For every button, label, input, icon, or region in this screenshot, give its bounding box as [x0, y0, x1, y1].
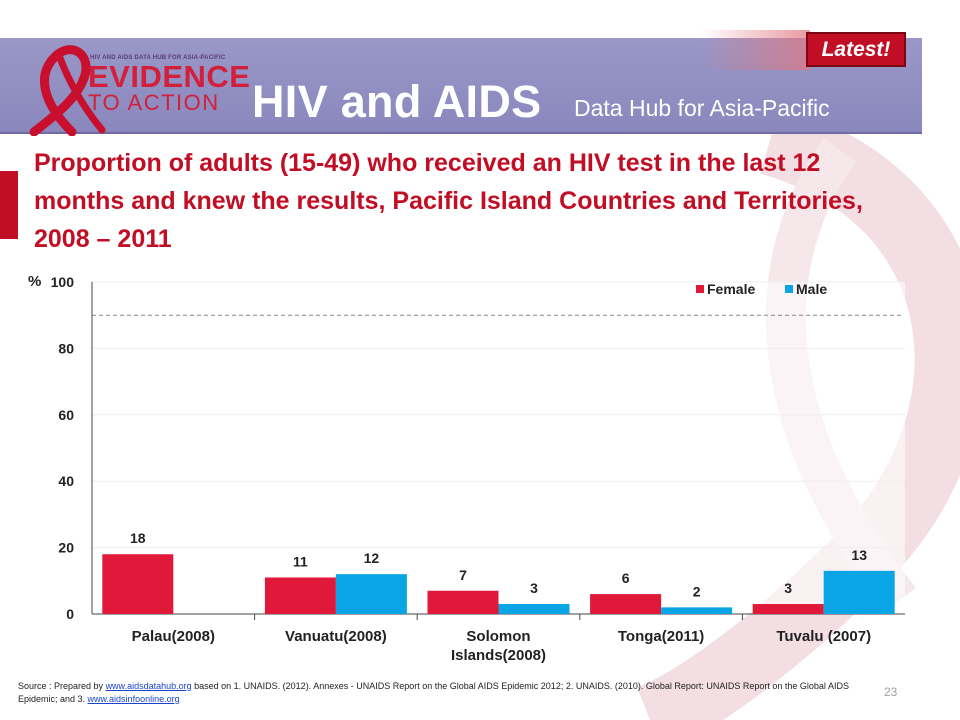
- data-label: 3: [530, 580, 538, 596]
- bar-male: [498, 604, 570, 614]
- header-title: HIV and AIDS: [252, 76, 542, 127]
- logo-evidence: EVIDENCE: [88, 59, 251, 94]
- y-tick-label: 100: [51, 274, 75, 290]
- bar-chart: 0 20 40 60 80 100% 18 Palau(2008) 11 12 Vanuatu(20…: [28, 273, 905, 664]
- data-label: 13: [851, 547, 867, 563]
- red-ribbon-icon: [29, 45, 106, 136]
- latest-badge[interactable]: Latest!: [806, 32, 906, 67]
- source-prefix: Source : Prepared by: [18, 681, 106, 691]
- source-note: Source : Prepared by www.aidsdatahub.org…: [18, 680, 878, 706]
- data-label: 2: [693, 583, 701, 599]
- bar-male: [661, 607, 733, 614]
- x-tick-label: Vanuatu(2008): [285, 628, 387, 645]
- slide-title: Proportion of adults (15-49) who receive…: [34, 149, 863, 253]
- latest-badge-glow: [700, 30, 810, 70]
- bar-female: [590, 594, 662, 614]
- x-tick-label: Tonga(2011): [618, 628, 704, 645]
- x-tick-label: Islands(2008): [451, 647, 546, 664]
- legend-label-male: Male: [796, 281, 827, 297]
- x-tick-label: Solomon: [466, 628, 530, 645]
- data-label: 11: [293, 553, 308, 569]
- y-tick-label: 60: [58, 407, 74, 423]
- bar-female: [102, 554, 174, 614]
- y-tick-label: 20: [58, 540, 74, 556]
- y-tick-label: 40: [58, 473, 74, 489]
- logo-to-action: TO ACTION: [88, 90, 220, 115]
- bar-male: [823, 570, 895, 614]
- y-tick-label: 0: [66, 606, 74, 622]
- bar-female: [264, 577, 336, 614]
- source-link-aidsinfo[interactable]: www.aidsinfoonline.org: [87, 694, 180, 704]
- data-label: 18: [130, 530, 146, 546]
- y-tick-label: 80: [58, 340, 74, 356]
- legend-label-female: Female: [707, 281, 755, 297]
- x-tick-label: Palau(2008): [132, 628, 215, 645]
- x-tick-label: Tuvalu (2007): [776, 628, 871, 645]
- legend-swatch-male: [785, 285, 793, 293]
- legend-swatch-female: [696, 285, 704, 293]
- y-axis-label: %: [28, 273, 41, 290]
- source-body: based on 1. UNAIDS. (2012). Annexes - UN…: [18, 681, 849, 704]
- bar-male: [335, 574, 407, 614]
- plot-area: [92, 282, 905, 614]
- data-label: 12: [364, 550, 380, 566]
- logo-tagline: HIV AND AIDS DATA HUB FOR ASIA-PACIFIC: [90, 55, 226, 61]
- data-label: 6: [622, 570, 630, 586]
- title-accent-bar: [0, 171, 18, 239]
- page-number: 23: [884, 685, 898, 699]
- data-label: 3: [784, 580, 792, 596]
- source-link-aidsdatahub[interactable]: www.aidsdatahub.org: [105, 681, 192, 691]
- data-label: 7: [459, 567, 467, 583]
- bar-female: [752, 604, 824, 614]
- header-subtitle: Data Hub for Asia-Pacific: [574, 95, 830, 121]
- bar-female: [427, 590, 499, 614]
